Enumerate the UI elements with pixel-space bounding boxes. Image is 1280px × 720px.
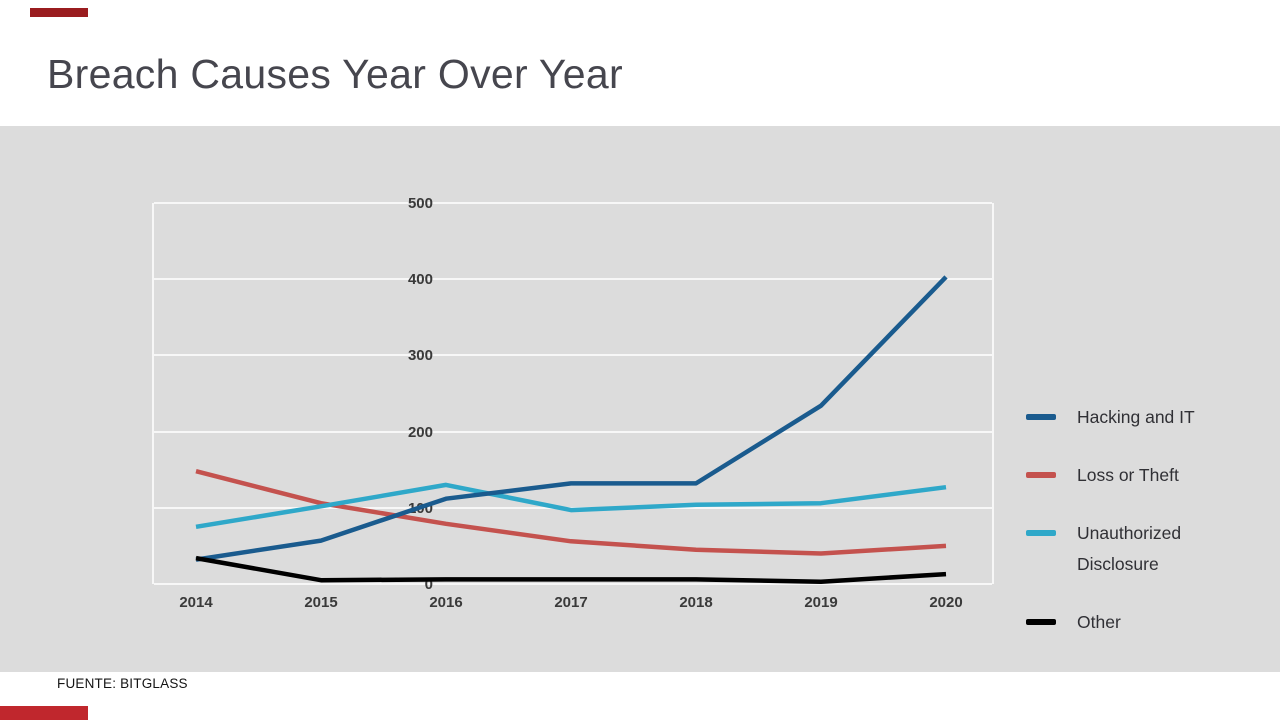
accent-bar-top xyxy=(30,8,88,17)
x-tick-label-2018: 2018 xyxy=(679,594,713,611)
legend-swatch xyxy=(1026,414,1056,420)
y-tick-label-400: 400 xyxy=(407,271,433,289)
x-tick-label-2016: 2016 xyxy=(429,594,463,611)
series-line-hacking-and-it xyxy=(195,275,948,562)
legend-swatch xyxy=(1026,619,1056,625)
page-title: Breach Causes Year Over Year xyxy=(47,51,623,98)
x-tick-label-2017: 2017 xyxy=(554,594,588,611)
legend-item-hacking-and-it: Hacking and IT xyxy=(1026,402,1226,433)
gridline-300 xyxy=(154,354,992,357)
series-line-unauthorized-disclosure xyxy=(195,482,947,530)
accent-bar-bottom xyxy=(0,706,88,720)
y-tick-label-300: 300 xyxy=(407,347,433,365)
y-tick-label-500: 500 xyxy=(407,195,433,212)
gridline-200 xyxy=(154,430,992,433)
x-tick-label-2015: 2015 xyxy=(304,594,338,611)
y-tick-label-0: 0 xyxy=(424,576,433,593)
series-line-other xyxy=(195,555,947,584)
plot-area xyxy=(152,202,994,585)
legend-item-loss-or-theft: Loss or Theft xyxy=(1026,460,1226,491)
legend-item-other: Other xyxy=(1026,607,1226,638)
legend-label: Hacking and IT xyxy=(1077,407,1195,427)
chart-legend: Hacking and IT Loss or Theft Unauthorized … xyxy=(1026,402,1226,638)
gridline-0 xyxy=(154,583,992,585)
legend-swatch xyxy=(1026,472,1056,478)
legend-label: Unauthorized Disclosure xyxy=(1077,523,1182,574)
legend-swatch xyxy=(1026,530,1056,536)
source-note: FUENTE: BITGLASS xyxy=(57,676,188,691)
x-tick-label-2019: 2019 xyxy=(804,594,838,611)
gridline-400 xyxy=(154,278,992,281)
gridline-500 xyxy=(154,202,992,204)
line-series-layer xyxy=(195,275,948,584)
x-tick-label-2014: 2014 xyxy=(179,594,213,611)
y-tick-label-200: 200 xyxy=(407,423,433,441)
legend-item-unauthorized-disclosure: Unauthorized Disclosure xyxy=(1026,518,1226,580)
x-tick-label-2020: 2020 xyxy=(929,594,963,611)
chart-panel: 0 100 200 300 400 500 2014 2015 2016 2017 2018 201… xyxy=(0,126,1280,672)
legend-label: Other xyxy=(1077,612,1121,632)
series-line-loss-or-theft xyxy=(195,469,947,556)
legend-label: Loss or Theft xyxy=(1077,465,1179,485)
